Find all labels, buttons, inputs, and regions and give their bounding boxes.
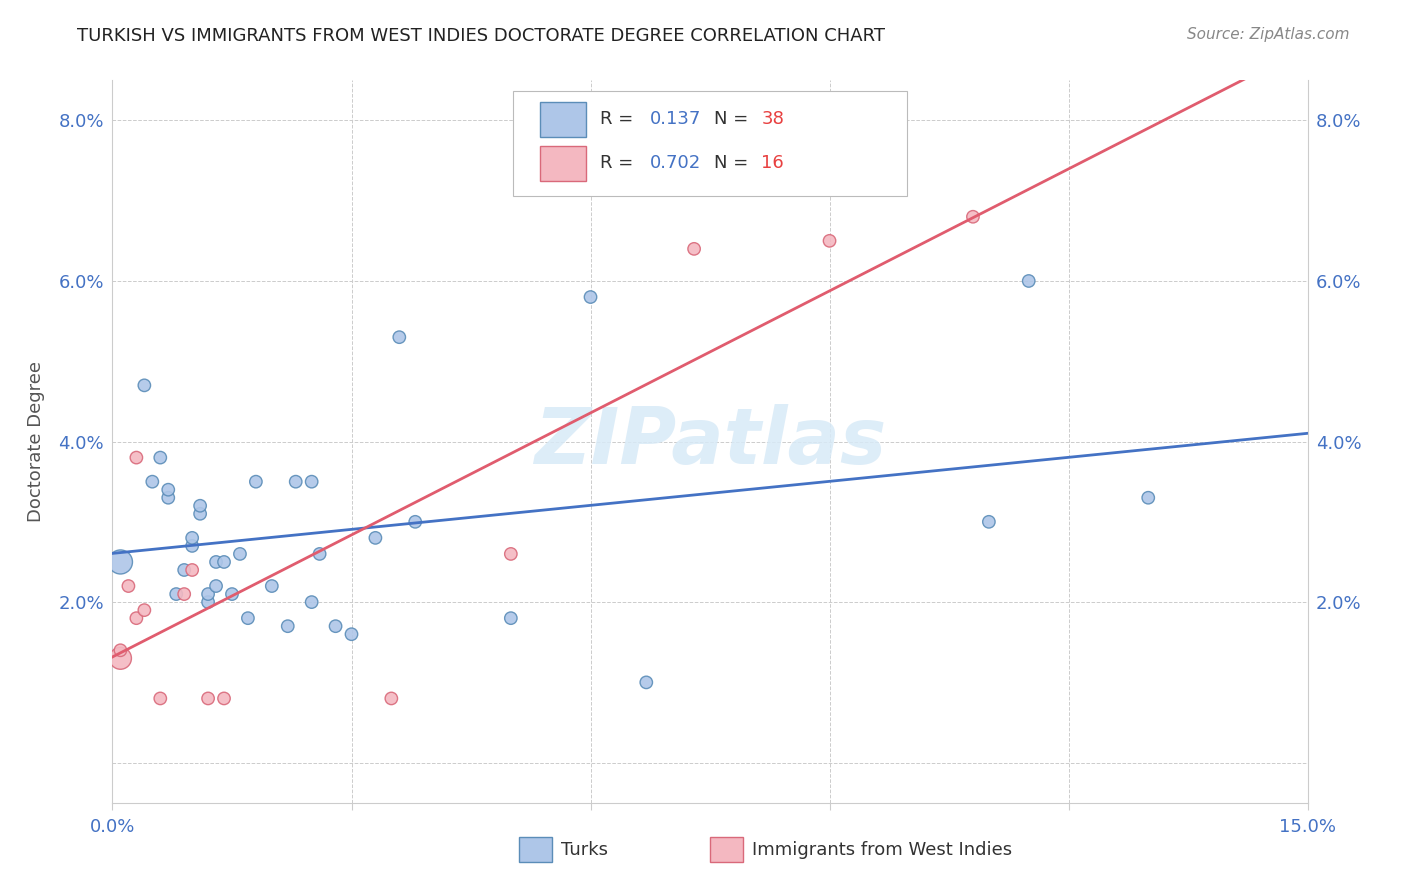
Point xyxy=(962,210,984,224)
Point xyxy=(149,691,172,706)
Text: 0.702: 0.702 xyxy=(651,154,702,172)
Point xyxy=(284,475,307,489)
Text: N =: N = xyxy=(714,111,754,128)
Text: R =: R = xyxy=(600,111,640,128)
Text: 0.137: 0.137 xyxy=(651,111,702,128)
FancyBboxPatch shape xyxy=(710,838,744,862)
Point xyxy=(181,539,204,553)
Point xyxy=(245,475,267,489)
Point xyxy=(125,450,148,465)
Point xyxy=(636,675,658,690)
Point xyxy=(181,531,204,545)
Text: N =: N = xyxy=(714,154,754,172)
Point xyxy=(388,330,411,344)
FancyBboxPatch shape xyxy=(540,146,586,180)
Text: R =: R = xyxy=(600,154,640,172)
Point xyxy=(134,378,156,392)
Point xyxy=(380,691,402,706)
Point xyxy=(181,563,204,577)
Point xyxy=(301,475,323,489)
Point xyxy=(579,290,602,304)
Point xyxy=(308,547,330,561)
Point xyxy=(173,587,195,601)
FancyBboxPatch shape xyxy=(540,102,586,136)
Point xyxy=(157,491,180,505)
Point xyxy=(977,515,1000,529)
Point xyxy=(229,547,252,561)
Point xyxy=(188,507,211,521)
Point xyxy=(1018,274,1040,288)
Point xyxy=(221,587,243,601)
Point xyxy=(301,595,323,609)
Point xyxy=(197,587,219,601)
Text: Source: ZipAtlas.com: Source: ZipAtlas.com xyxy=(1187,27,1350,42)
Text: TURKISH VS IMMIGRANTS FROM WEST INDIES DOCTORATE DEGREE CORRELATION CHART: TURKISH VS IMMIGRANTS FROM WEST INDIES D… xyxy=(77,27,886,45)
Point xyxy=(197,691,219,706)
Point xyxy=(117,579,139,593)
Point xyxy=(340,627,363,641)
Point xyxy=(260,579,283,593)
Point xyxy=(157,483,180,497)
FancyBboxPatch shape xyxy=(519,838,553,862)
Text: 38: 38 xyxy=(762,111,785,128)
Point xyxy=(110,555,132,569)
Point xyxy=(205,579,228,593)
Point xyxy=(818,234,841,248)
Point xyxy=(212,555,235,569)
Point xyxy=(683,242,706,256)
Text: 16: 16 xyxy=(762,154,785,172)
Point xyxy=(236,611,259,625)
Point xyxy=(141,475,163,489)
Point xyxy=(134,603,156,617)
Point xyxy=(205,555,228,569)
Point xyxy=(188,499,211,513)
Point xyxy=(125,611,148,625)
Text: Turks: Turks xyxy=(561,841,607,859)
Point xyxy=(110,643,132,657)
Y-axis label: Doctorate Degree: Doctorate Degree xyxy=(27,361,45,522)
Text: Immigrants from West Indies: Immigrants from West Indies xyxy=(752,841,1012,859)
Point xyxy=(499,547,522,561)
Point xyxy=(499,611,522,625)
Point xyxy=(173,563,195,577)
Point xyxy=(1137,491,1160,505)
Point xyxy=(404,515,426,529)
Point xyxy=(212,691,235,706)
Point xyxy=(165,587,187,601)
Point xyxy=(197,595,219,609)
Text: ZIPatlas: ZIPatlas xyxy=(534,403,886,480)
Point xyxy=(277,619,299,633)
Point xyxy=(149,450,172,465)
Point xyxy=(364,531,387,545)
Point xyxy=(110,651,132,665)
Point xyxy=(325,619,347,633)
FancyBboxPatch shape xyxy=(513,91,907,196)
